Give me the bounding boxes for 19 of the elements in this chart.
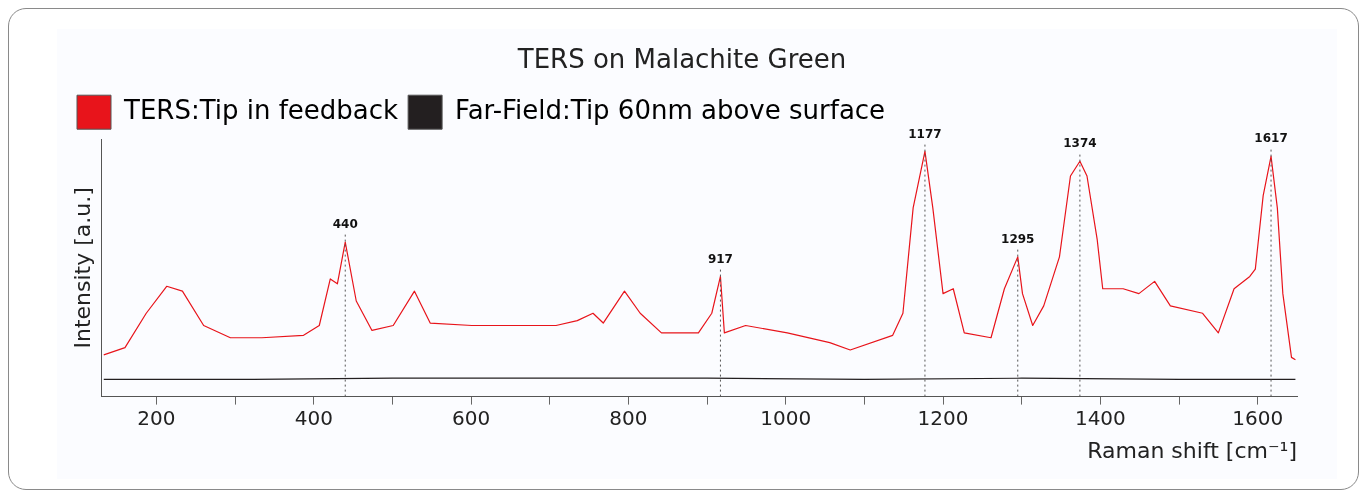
annotation: 917 <box>707 251 733 266</box>
annotation: 1177 <box>908 126 942 141</box>
x-tick-label: 1400 <box>1074 405 1126 430</box>
x-tick-label: 1600 <box>1232 405 1284 430</box>
x-tick-label: 600 <box>452 405 491 430</box>
annotation: 1295 <box>1001 231 1035 246</box>
x-tick-label: 200 <box>137 405 176 430</box>
x-tick-label: 1200 <box>917 405 969 430</box>
y-axis-title: Intensity [a.u.] <box>69 187 95 349</box>
x-axis-title: Raman shift [cm⁻¹] <box>1087 437 1297 463</box>
annotation: 1617 <box>1254 131 1288 146</box>
chart-title: TERS on Malachite Green <box>516 44 847 75</box>
legend-label: TERS:Tip in feedback <box>123 94 399 125</box>
x-tick-label: 800 <box>609 405 648 430</box>
x-tick-label: 1000 <box>760 405 812 430</box>
legend-label: Far-Field:Tip 60nm above surface <box>455 94 886 125</box>
annotation: 1374 <box>1063 136 1097 151</box>
annotation: 440 <box>332 217 358 232</box>
x-tick-label: 400 <box>294 405 333 430</box>
